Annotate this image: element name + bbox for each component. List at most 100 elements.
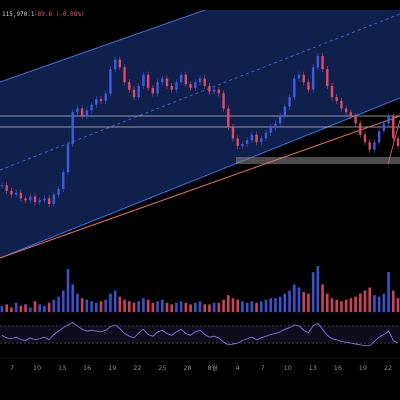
- candle[interactable]: [288, 97, 291, 107]
- volume-bar: [137, 301, 141, 312]
- candle[interactable]: [146, 74, 150, 88]
- candle[interactable]: [236, 138, 239, 146]
- volume-bar: [344, 299, 348, 312]
- candle[interactable]: [76, 108, 79, 113]
- candle[interactable]: [363, 134, 367, 143]
- candle[interactable]: [90, 104, 93, 111]
- volume-bar: [189, 304, 192, 312]
- candle[interactable]: [245, 140, 249, 145]
- candle[interactable]: [212, 89, 216, 92]
- candle[interactable]: [179, 74, 183, 83]
- ascending-channel[interactable]: [0, 9, 400, 259]
- candle[interactable]: [38, 200, 41, 203]
- candle[interactable]: [321, 56, 324, 70]
- candle[interactable]: [184, 74, 188, 85]
- candle[interactable]: [222, 93, 225, 109]
- candle[interactable]: [10, 190, 13, 195]
- candle[interactable]: [392, 115, 395, 139]
- candle[interactable]: [132, 89, 136, 98]
- candle[interactable]: [326, 69, 329, 86]
- candle[interactable]: [29, 196, 32, 201]
- candle[interactable]: [368, 142, 371, 150]
- candle[interactable]: [66, 144, 70, 173]
- candle[interactable]: [24, 198, 27, 201]
- candle[interactable]: [377, 130, 381, 143]
- candle[interactable]: [128, 82, 131, 90]
- candle[interactable]: [194, 82, 197, 88]
- candle[interactable]: [231, 127, 235, 139]
- candle[interactable]: [14, 192, 18, 195]
- candle[interactable]: [43, 198, 46, 201]
- candle[interactable]: [344, 108, 348, 113]
- candle[interactable]: [170, 85, 173, 90]
- candle[interactable]: [161, 78, 164, 83]
- candle[interactable]: [373, 142, 376, 150]
- candle[interactable]: [335, 97, 338, 101]
- candle[interactable]: [80, 108, 84, 116]
- candle[interactable]: [0, 185, 4, 187]
- candle[interactable]: [227, 108, 230, 128]
- candle[interactable]: [382, 123, 386, 131]
- support-band[interactable]: [236, 157, 400, 164]
- candle[interactable]: [52, 194, 56, 204]
- candle[interactable]: [250, 134, 254, 141]
- candle[interactable]: [189, 84, 192, 88]
- candle[interactable]: [311, 67, 315, 90]
- candle[interactable]: [203, 78, 206, 86]
- candle[interactable]: [260, 138, 263, 143]
- candle[interactable]: [118, 59, 122, 68]
- trendline[interactable]: [0, 115, 400, 259]
- candle[interactable]: [302, 74, 305, 83]
- candle[interactable]: [156, 82, 159, 94]
- candle[interactable]: [85, 110, 89, 116]
- candle[interactable]: [123, 67, 126, 83]
- candle[interactable]: [396, 138, 400, 146]
- volume-bar: [10, 307, 13, 312]
- candle[interactable]: [354, 115, 357, 124]
- candle[interactable]: [387, 115, 390, 124]
- candle[interactable]: [198, 78, 202, 83]
- candle[interactable]: [104, 93, 107, 101]
- candle[interactable]: [5, 185, 8, 191]
- channel-upper-line[interactable]: [0, 9, 206, 83]
- horizontal-levels[interactable]: [0, 115, 400, 259]
- candle[interactable]: [175, 82, 178, 90]
- candle[interactable]: [330, 85, 334, 98]
- projection-line[interactable]: [387, 119, 400, 165]
- candle[interactable]: [283, 106, 287, 116]
- candle[interactable]: [340, 100, 343, 109]
- candle[interactable]: [71, 112, 74, 145]
- candle[interactable]: [57, 189, 60, 195]
- candle[interactable]: [255, 134, 258, 143]
- candle[interactable]: [307, 82, 310, 90]
- candle[interactable]: [241, 144, 244, 146]
- candle[interactable]: [208, 85, 211, 92]
- candle[interactable]: [274, 123, 277, 128]
- candle[interactable]: [264, 132, 268, 139]
- candle[interactable]: [95, 99, 98, 105]
- candle[interactable]: [165, 78, 169, 86]
- candle[interactable]: [99, 99, 103, 101]
- candle[interactable]: [293, 78, 296, 98]
- candle[interactable]: [316, 56, 320, 68]
- candle[interactable]: [151, 87, 155, 94]
- price-header: 115,970.1 -89.6 (-0.08%): [2, 11, 85, 18]
- candle[interactable]: [278, 115, 282, 124]
- candle[interactable]: [349, 112, 353, 116]
- candle[interactable]: [137, 85, 140, 98]
- candle[interactable]: [47, 198, 51, 204]
- candle[interactable]: [33, 196, 37, 203]
- price-candles[interactable]: [0, 53, 400, 207]
- candle[interactable]: [359, 123, 362, 135]
- candle[interactable]: [142, 74, 145, 86]
- candle[interactable]: [113, 59, 117, 70]
- candle[interactable]: [297, 74, 301, 79]
- candle[interactable]: [109, 69, 112, 94]
- candle[interactable]: [19, 192, 23, 199]
- candle[interactable]: [62, 172, 65, 190]
- candle[interactable]: [217, 89, 221, 94]
- candle[interactable]: [269, 127, 272, 133]
- channel-lower-line[interactable]: [0, 97, 400, 259]
